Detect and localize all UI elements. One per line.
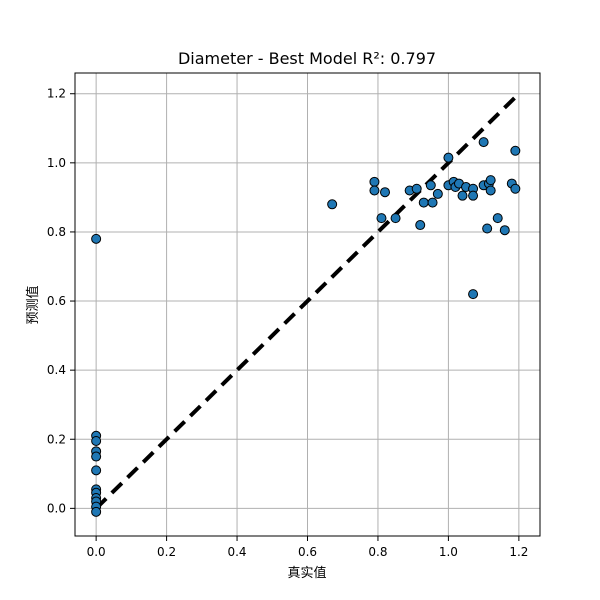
y-tick-label: 1.0 xyxy=(47,156,66,170)
y-tick-label: 0.6 xyxy=(47,294,66,308)
scatter-point xyxy=(510,183,521,194)
scatter-point xyxy=(91,233,102,244)
y-axis-ticks: 0.0 0.2 0.4 0.6 0.8 1.0 1.2 xyxy=(47,87,75,515)
y-tick-label: 0.0 xyxy=(47,501,66,515)
scatter-point xyxy=(485,185,496,196)
x-tick-label: 0.8 xyxy=(368,545,387,559)
scatter-point xyxy=(482,223,493,234)
scatter-point xyxy=(427,197,438,208)
x-tick-label: 0.2 xyxy=(157,545,176,559)
scatter-point xyxy=(415,220,426,231)
scatter-point xyxy=(499,225,510,236)
points-layer xyxy=(91,137,521,517)
scatter-point xyxy=(457,190,468,201)
scatter-point xyxy=(411,183,422,194)
y-axis-label: 预测值 xyxy=(25,285,41,324)
x-tick-label: 0.0 xyxy=(87,545,106,559)
x-axis-label: 真实值 xyxy=(287,565,326,581)
scatter-point xyxy=(478,137,489,148)
scatter-point xyxy=(443,152,454,163)
x-tick-label: 1.2 xyxy=(509,545,528,559)
scatter-point xyxy=(425,180,436,191)
y-tick-label: 1.2 xyxy=(47,87,66,101)
scatter-point xyxy=(376,213,387,224)
y-tick-label: 0.2 xyxy=(47,432,66,446)
reference-line-layer xyxy=(94,95,517,510)
scatter-point xyxy=(91,465,102,476)
grid xyxy=(75,73,540,536)
x-tick-label: 1.0 xyxy=(439,545,458,559)
scatter-point xyxy=(380,187,390,198)
x-tick-label: 0.4 xyxy=(227,545,246,559)
scatter-point xyxy=(432,188,443,199)
x-tick-label: 0.6 xyxy=(298,545,317,559)
scatter-point xyxy=(485,175,496,186)
scatter-point xyxy=(91,435,102,446)
x-axis-ticks: 0.0 0.2 0.4 0.6 0.8 1.0 1.2 xyxy=(87,536,528,559)
scatter-point xyxy=(91,506,102,517)
scatter-point xyxy=(91,451,102,462)
scatter-point xyxy=(369,176,380,187)
scatter-point xyxy=(418,197,429,208)
scatter-point xyxy=(390,213,401,224)
scatter-point xyxy=(327,199,338,210)
scatter-point xyxy=(369,185,380,196)
y-tick-label: 0.4 xyxy=(47,363,66,377)
y-tick-label: 0.8 xyxy=(47,225,66,239)
chart-title: Diameter - Best Model R²: 0.797 xyxy=(178,49,436,68)
scatter-point xyxy=(510,145,521,156)
scatter-point xyxy=(468,190,479,201)
reference-line xyxy=(94,95,517,510)
scatter-point xyxy=(468,289,479,300)
scatter-point xyxy=(492,213,503,224)
